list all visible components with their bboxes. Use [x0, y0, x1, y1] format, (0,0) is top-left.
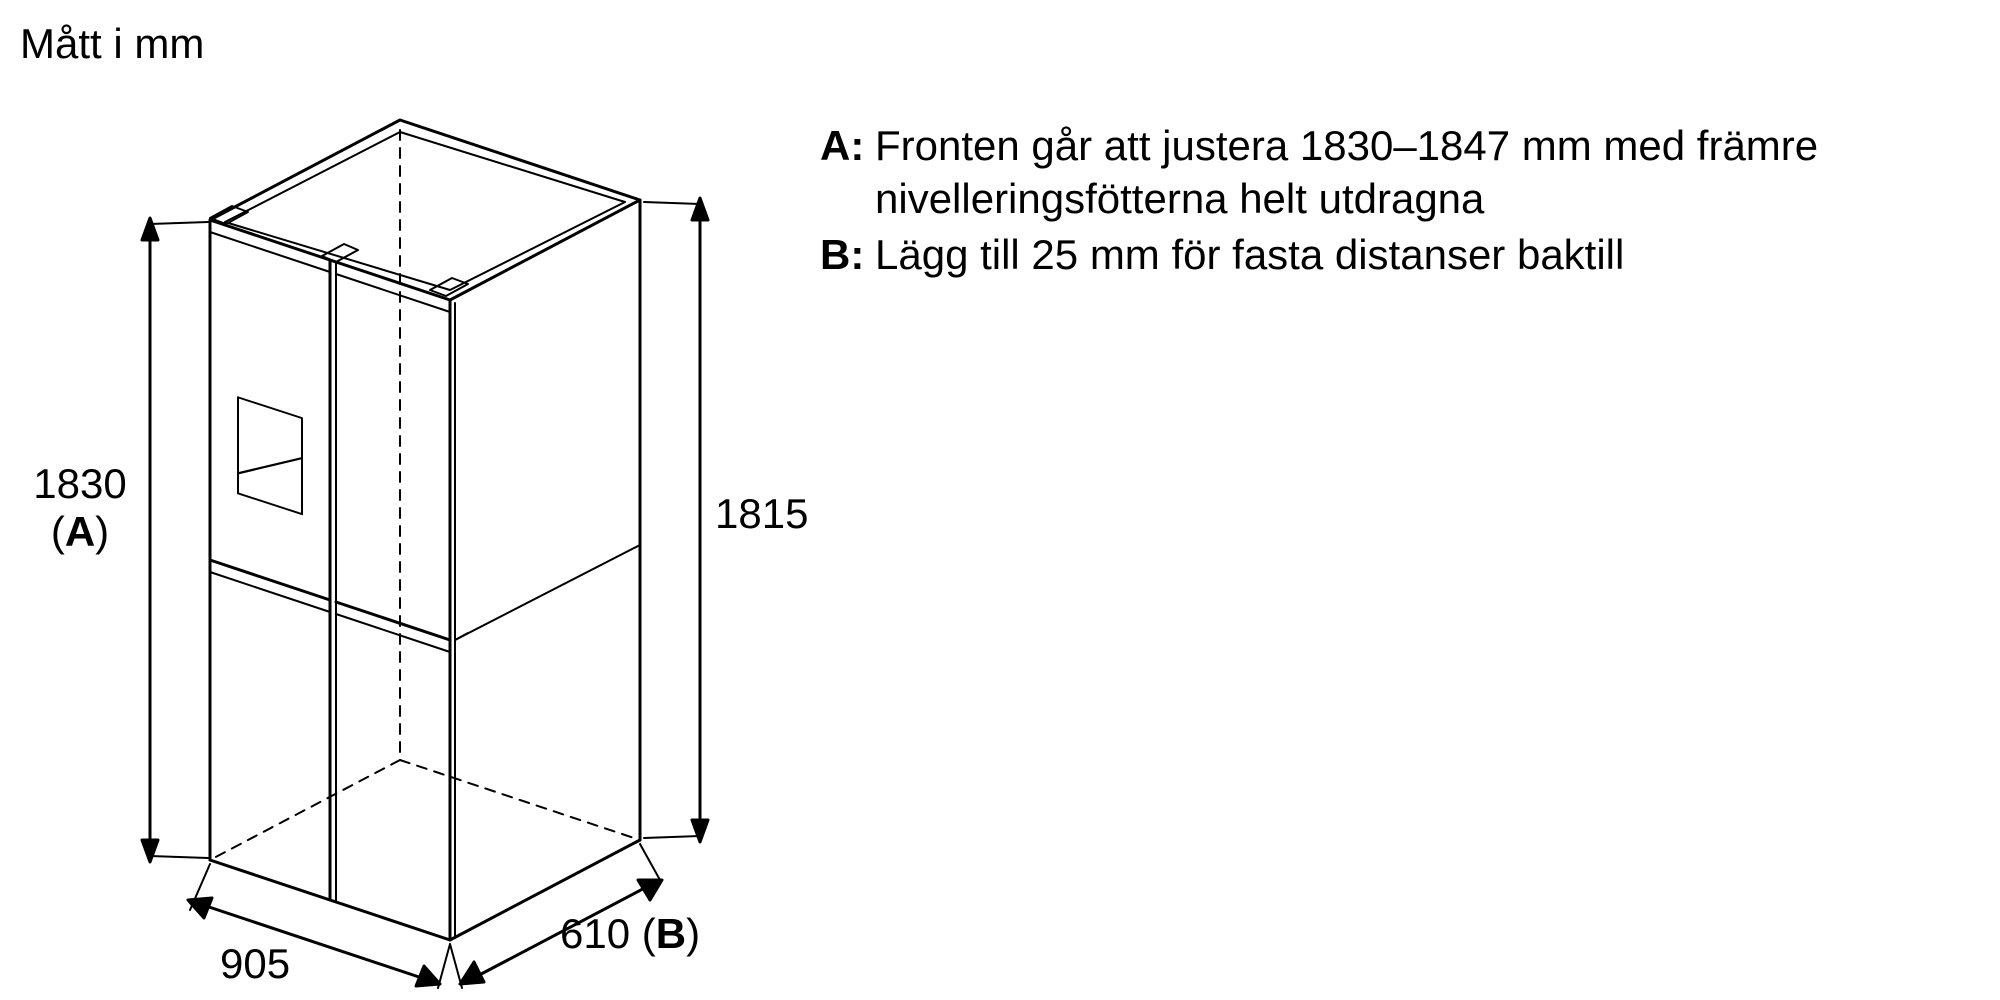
dim-depth-ref: (B) — [642, 910, 700, 957]
note-b: B: Lägg till 25 mm för fasta distanser b… — [820, 229, 1920, 282]
diagram-canvas: Mått i mm — [0, 0, 2000, 1000]
dim-height-front-ref: (A) — [20, 508, 140, 556]
notes-block: A: Fronten går att justera 1830–1847 mm … — [820, 120, 1920, 286]
dim-height-front: 1830 (A) — [20, 460, 140, 557]
note-b-key: B: — [820, 229, 875, 282]
note-a-text: Fronten går att justera 1830–1847 mm med… — [875, 120, 1920, 225]
dim-height-front-value: 1830 — [33, 460, 126, 507]
dim-height-back: 1815 — [715, 490, 808, 538]
dim-depth: 610 (B) — [560, 910, 780, 958]
note-a: A: Fronten går att justera 1830–1847 mm … — [820, 120, 1920, 225]
dim-width: 905 — [220, 940, 290, 988]
dim-depth-value: 610 — [560, 910, 630, 957]
note-a-key: A: — [820, 120, 875, 225]
note-b-text: Lägg till 25 mm för fasta distanser bakt… — [875, 229, 1920, 282]
